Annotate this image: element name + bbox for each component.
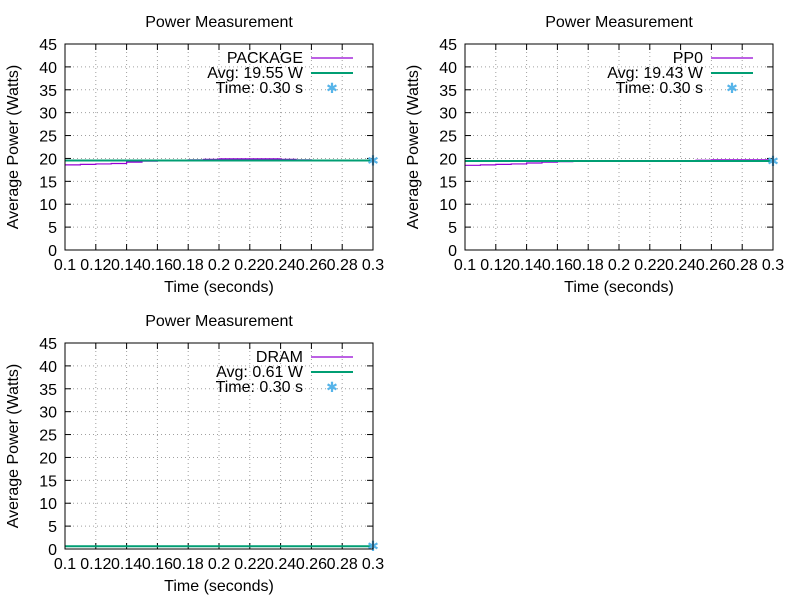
x-tick-label: 0.1 <box>54 556 76 573</box>
plot-frame <box>464 43 774 251</box>
x-tick-label: 0.24 <box>665 257 696 274</box>
x-tick-label: 0.26 <box>696 257 727 274</box>
x-tick-label: 0.3 <box>362 257 384 274</box>
x-tick-label: 0.28 <box>327 556 358 573</box>
y-tick-label: 20 <box>439 151 457 168</box>
y-tick-label: 25 <box>39 428 57 445</box>
legend-label: DRAM <box>256 349 303 366</box>
x-tick-label: 0.2 <box>208 257 230 274</box>
x-tick-label: 0.28 <box>327 257 358 274</box>
y-tick-label: 40 <box>439 60 457 77</box>
legend-label: Avg: 19.55 W <box>207 65 304 82</box>
y-tick-label: 45 <box>39 37 57 54</box>
x-tick-label: 0.22 <box>234 257 265 274</box>
x-tick-label: 0.16 <box>542 257 573 274</box>
chart-panel-2: 0.1 0.12 0.14 0.16 0.18 0.2 0.22 0.24 0.26 0.28 0.… <box>405 14 784 296</box>
y-axis-label: Average Power (Watts) <box>5 65 22 230</box>
x-tick-label: 0.14 <box>111 556 142 573</box>
y-axis-label: Average Power (Watts) <box>5 364 22 529</box>
legend-swatch-point: ✱ <box>326 379 338 395</box>
chart-title: Power Measurement <box>545 14 693 31</box>
y-tick-label: 5 <box>48 220 57 237</box>
legend-label: PP0 <box>673 50 703 67</box>
x-tick-label: 0.2 <box>208 556 230 573</box>
x-tick-label: 0.28 <box>727 257 758 274</box>
y-tick-label: 10 <box>439 197 457 214</box>
x-tick-label: 0.1 <box>454 257 476 274</box>
legend-label: Time: 0.30 s <box>216 379 303 396</box>
y-tick-label: 35 <box>39 83 57 100</box>
x-tick-label: 0.14 <box>511 257 542 274</box>
legend-label: Time: 0.30 s <box>616 80 703 97</box>
y-tick-label: 25 <box>39 129 57 146</box>
x-tick-label: 0.16 <box>142 257 173 274</box>
x-tick-label: 0.16 <box>142 556 173 573</box>
x-tick-label: 0.3 <box>762 257 784 274</box>
y-tick-label: 10 <box>39 496 57 513</box>
y-tick-label: 25 <box>439 129 457 146</box>
x-axis-label: Time (seconds) <box>164 578 274 595</box>
x-tick-label: 0.24 <box>265 556 296 573</box>
y-tick-label: 15 <box>439 174 457 191</box>
x-axis-label: Time (seconds) <box>164 279 274 296</box>
y-tick-label: 40 <box>39 359 57 376</box>
y-tick-label: 20 <box>39 450 57 467</box>
x-tick-label: 0.3 <box>362 556 384 573</box>
x-tick-label: 0.18 <box>173 556 204 573</box>
x-tick-label: 0.12 <box>80 257 111 274</box>
x-tick-label: 0.2 <box>608 257 630 274</box>
x-tick-label: 0.18 <box>573 257 604 274</box>
x-tick-label: 0.22 <box>634 257 665 274</box>
chart-panel-3: 0.1 0.12 0.14 0.16 0.18 0.2 0.22 0.24 0.26 0.28 0.… <box>5 313 384 595</box>
y-tick-label: 35 <box>439 83 457 100</box>
x-tick-label: 0.26 <box>296 556 327 573</box>
legend-swatch-point: ✱ <box>326 80 338 96</box>
legend-label: PACKAGE <box>227 50 303 67</box>
y-tick-label: 20 <box>39 151 57 168</box>
legend-label: Avg: 19.43 W <box>607 65 704 82</box>
legend-label: Avg: 0.61 W <box>216 364 304 381</box>
plot-frame <box>64 43 374 251</box>
y-tick-label: 40 <box>39 60 57 77</box>
x-tick-label: 0.26 <box>296 257 327 274</box>
y-tick-label: 35 <box>39 382 57 399</box>
y-tick-label: 5 <box>48 519 57 536</box>
x-tick-label: 0.12 <box>80 556 111 573</box>
y-tick-label: 15 <box>39 174 57 191</box>
y-tick-label: 5 <box>448 220 457 237</box>
x-tick-label: 0.18 <box>173 257 204 274</box>
x-tick-label: 0.1 <box>54 257 76 274</box>
y-tick-label: 0 <box>48 243 57 260</box>
x-tick-label: 0.12 <box>480 257 511 274</box>
legend-swatch-point: ✱ <box>726 80 738 96</box>
y-tick-label: 30 <box>39 106 57 123</box>
y-tick-label: 15 <box>39 473 57 490</box>
y-tick-label: 10 <box>39 197 57 214</box>
y-tick-label: 30 <box>39 405 57 422</box>
plot-frame <box>64 342 374 550</box>
chart-title: Power Measurement <box>145 14 293 31</box>
y-tick-label: 30 <box>439 106 457 123</box>
y-tick-label: 0 <box>48 542 57 559</box>
x-tick-label: 0.22 <box>234 556 265 573</box>
x-tick-label: 0.14 <box>111 257 142 274</box>
y-tick-label: 45 <box>439 37 457 54</box>
y-tick-label: 0 <box>448 243 457 260</box>
x-tick-label: 0.24 <box>265 257 296 274</box>
chart-panel-1: 0.1 0.12 0.14 0.16 0.18 0.2 0.22 0.24 0.26 0.28 0.… <box>5 14 384 296</box>
y-axis-label: Average Power (Watts) <box>405 65 422 230</box>
chart-title: Power Measurement <box>145 313 293 330</box>
y-tick-label: 45 <box>39 336 57 353</box>
legend-label: Time: 0.30 s <box>216 80 303 97</box>
x-axis-label: Time (seconds) <box>564 279 674 296</box>
